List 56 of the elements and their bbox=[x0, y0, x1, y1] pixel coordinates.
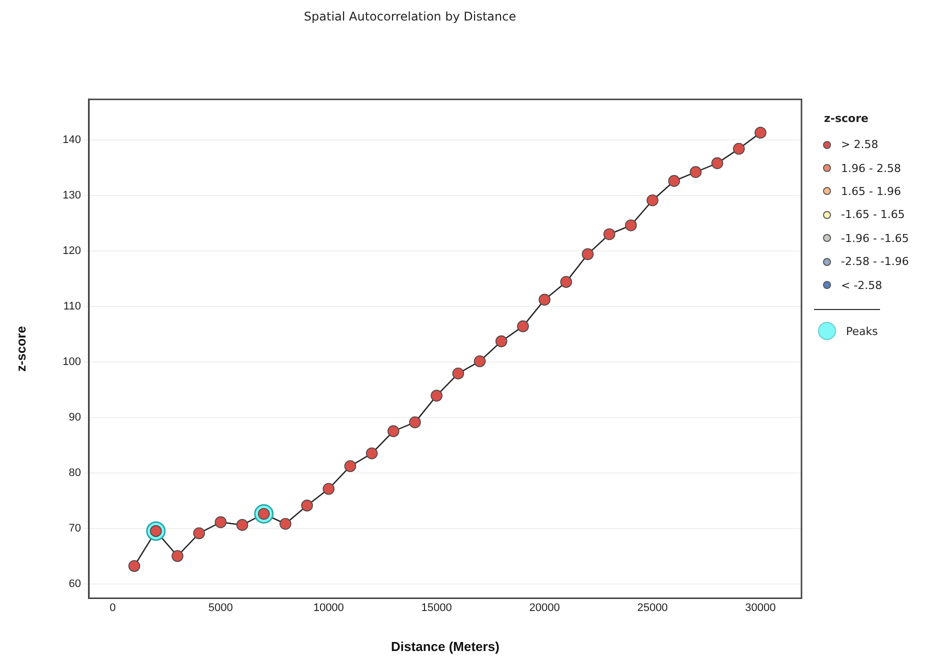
point bbox=[214, 516, 227, 528]
point bbox=[538, 294, 550, 306]
point bbox=[344, 460, 356, 472]
legend-label: -2.58 - -1.96 bbox=[841, 255, 909, 268]
point bbox=[495, 335, 508, 348]
point bbox=[668, 175, 680, 187]
point bbox=[280, 518, 292, 530]
point bbox=[732, 142, 745, 155]
y-tick-label: 60 bbox=[68, 578, 81, 590]
point bbox=[582, 248, 594, 260]
x-tick-label: 15000 bbox=[421, 602, 452, 614]
point bbox=[430, 390, 442, 402]
y-tick-label: 120 bbox=[62, 244, 81, 257]
point bbox=[690, 166, 702, 178]
point bbox=[366, 447, 378, 460]
y-tick-label: 140 bbox=[62, 134, 81, 146]
x-tick-label: 10000 bbox=[313, 602, 344, 614]
y-tick-label: 90 bbox=[68, 411, 81, 424]
point bbox=[560, 276, 572, 288]
legend-label: 1.65 - 1.96 bbox=[841, 184, 901, 198]
point bbox=[388, 425, 400, 438]
point bbox=[452, 368, 464, 380]
legend-label: -1.65 - 1.65 bbox=[841, 208, 905, 222]
y-axis-title: z-score bbox=[13, 326, 28, 372]
point bbox=[474, 355, 486, 368]
legend-label: 1.96 - 2.58 bbox=[841, 162, 901, 175]
x-tick-label: 20000 bbox=[529, 602, 560, 614]
y-tick-label: 130 bbox=[62, 189, 81, 202]
point bbox=[236, 519, 248, 531]
y-tick-label: 110 bbox=[63, 300, 81, 312]
x-axis-title: Distance (Meters) bbox=[391, 638, 500, 654]
point bbox=[646, 194, 658, 206]
x-tick-label: 25000 bbox=[637, 602, 668, 614]
point bbox=[128, 560, 140, 572]
chart-title: Spatial Autocorrelation by Distance bbox=[304, 9, 516, 24]
y-tick-label: 80 bbox=[68, 466, 81, 479]
point bbox=[603, 228, 616, 240]
x-tick-label: 0 bbox=[110, 602, 116, 614]
x-tick-label: 30000 bbox=[745, 602, 776, 614]
point bbox=[625, 219, 637, 232]
y-tick-label: 100 bbox=[62, 356, 81, 368]
point bbox=[322, 482, 335, 495]
legend-label: Peaks bbox=[846, 324, 878, 338]
legend-label: > 2.58 bbox=[841, 138, 878, 152]
legend-label: < -2.58 bbox=[841, 278, 882, 292]
point bbox=[172, 550, 184, 562]
legend-label: -1.96 - -1.65 bbox=[841, 232, 909, 245]
point bbox=[409, 416, 421, 428]
legend-title: z-score bbox=[824, 112, 870, 125]
point bbox=[193, 527, 205, 540]
y-tick-label: 70 bbox=[68, 522, 81, 534]
point bbox=[301, 500, 313, 512]
point bbox=[517, 320, 529, 332]
x-tick-label: 5000 bbox=[208, 602, 233, 614]
point bbox=[711, 157, 724, 170]
point bbox=[754, 126, 766, 139]
